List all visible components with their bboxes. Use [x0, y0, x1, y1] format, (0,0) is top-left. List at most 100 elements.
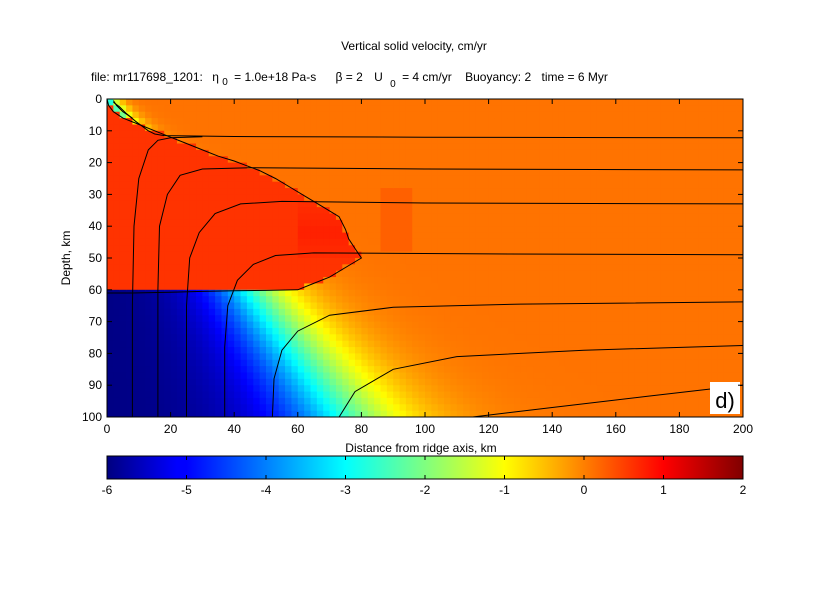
field-cell — [526, 334, 534, 342]
field-cell — [393, 162, 401, 170]
field-cell — [380, 321, 388, 329]
field-cell — [704, 347, 712, 354]
field-cell — [685, 219, 693, 227]
field-cell — [227, 188, 235, 195]
field-cell — [380, 258, 388, 265]
field-cell — [310, 385, 318, 393]
field-cell — [730, 99, 738, 106]
field-cell — [107, 302, 114, 310]
field-cell — [545, 130, 553, 138]
field-cell — [367, 168, 375, 176]
field-cell — [246, 143, 254, 151]
field-cell — [380, 340, 388, 348]
field-cell — [297, 105, 305, 113]
field-cell — [329, 194, 337, 202]
field-cell — [240, 162, 248, 170]
field-cell — [418, 188, 426, 195]
field-cell — [285, 130, 293, 138]
field-cell — [234, 327, 242, 335]
field-cell — [418, 194, 426, 202]
field-cell — [380, 366, 388, 374]
field-cell — [475, 372, 483, 380]
field-cell — [297, 353, 305, 361]
field-cell — [615, 149, 623, 157]
field-cell — [418, 334, 426, 342]
field-cell — [488, 404, 496, 412]
field-cell — [335, 219, 343, 227]
field-cell — [494, 289, 502, 297]
field-cell — [520, 321, 528, 329]
field-cell — [412, 175, 420, 183]
field-cell — [253, 238, 261, 246]
field-cell — [227, 181, 235, 189]
field-cell — [539, 99, 547, 106]
field-cell — [552, 118, 560, 126]
field-cell — [164, 327, 172, 335]
field-cell — [405, 353, 413, 361]
field-cell — [628, 410, 636, 417]
field-cell — [596, 99, 604, 106]
field-cell — [170, 194, 178, 202]
field-cell — [482, 194, 490, 202]
field-cell — [437, 118, 445, 126]
field-cell — [253, 118, 261, 126]
field-cell — [278, 245, 286, 253]
field-cell — [374, 188, 382, 195]
field-cell — [253, 162, 261, 170]
field-cell — [393, 238, 401, 246]
field-cell — [386, 391, 394, 399]
field-cell — [482, 105, 490, 113]
field-cell — [399, 130, 407, 138]
field-cell — [736, 118, 743, 126]
field-cell — [450, 378, 458, 386]
field-cell — [253, 289, 261, 297]
field-cell — [653, 188, 661, 195]
field-cell — [501, 366, 509, 374]
field-cell — [514, 175, 521, 183]
field-cell — [329, 302, 337, 310]
field-cell — [323, 340, 331, 348]
field-cell — [533, 200, 541, 208]
field-cell — [571, 213, 579, 221]
field-cell — [145, 111, 153, 119]
field-cell — [297, 410, 305, 417]
field-cell — [323, 245, 331, 253]
field-cell — [425, 118, 432, 126]
field-cell — [304, 226, 312, 234]
field-cell — [221, 238, 229, 246]
field-cell — [603, 366, 611, 374]
field-cell — [393, 118, 401, 126]
field-cell — [545, 296, 553, 304]
field-cell — [132, 410, 140, 417]
field-cell — [482, 270, 490, 278]
field-cell — [450, 130, 458, 138]
field-cell — [227, 404, 235, 412]
field-cell — [291, 207, 299, 215]
field-cell — [208, 366, 216, 374]
field-cell — [622, 347, 630, 354]
field-cell — [520, 213, 528, 221]
field-cell — [196, 289, 203, 297]
field-cell — [698, 340, 706, 348]
field-cell — [342, 283, 350, 291]
field-cell — [463, 207, 471, 215]
field-cell — [266, 340, 273, 348]
field-cell — [342, 162, 350, 170]
field-cell — [590, 270, 598, 278]
field-cell — [234, 315, 242, 323]
field-cell — [145, 181, 153, 189]
field-cell — [367, 258, 375, 265]
field-cell — [533, 143, 541, 151]
field-cell — [679, 277, 687, 285]
field-cell — [622, 207, 630, 215]
field-cell — [717, 258, 725, 265]
field-cell — [380, 296, 388, 304]
field-cell — [450, 289, 458, 297]
field-cell — [272, 156, 280, 164]
field-cell — [355, 391, 362, 399]
field-cell — [558, 118, 566, 126]
field-cell — [615, 137, 623, 145]
field-cell — [431, 397, 439, 405]
field-cell — [653, 181, 661, 189]
field-cell — [666, 289, 674, 297]
